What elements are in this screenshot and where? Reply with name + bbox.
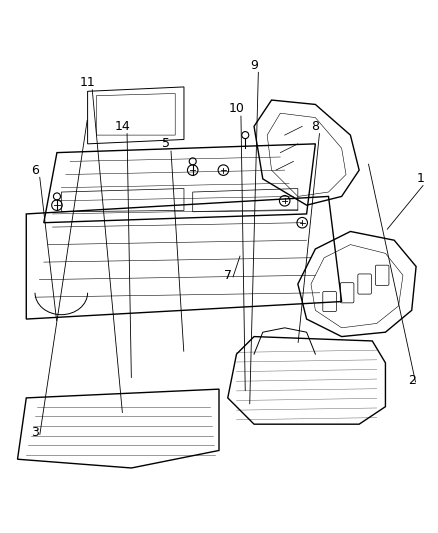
Text: 6: 6 <box>31 164 39 176</box>
Text: 14: 14 <box>115 120 131 133</box>
Text: 11: 11 <box>80 76 95 89</box>
Text: 2: 2 <box>408 374 416 387</box>
Text: 9: 9 <box>250 59 258 71</box>
Text: 3: 3 <box>31 426 39 439</box>
Text: 7: 7 <box>224 269 232 282</box>
Text: 5: 5 <box>162 138 170 150</box>
Text: 8: 8 <box>311 120 319 133</box>
Text: 10: 10 <box>229 102 244 115</box>
Text: 1: 1 <box>417 172 424 185</box>
